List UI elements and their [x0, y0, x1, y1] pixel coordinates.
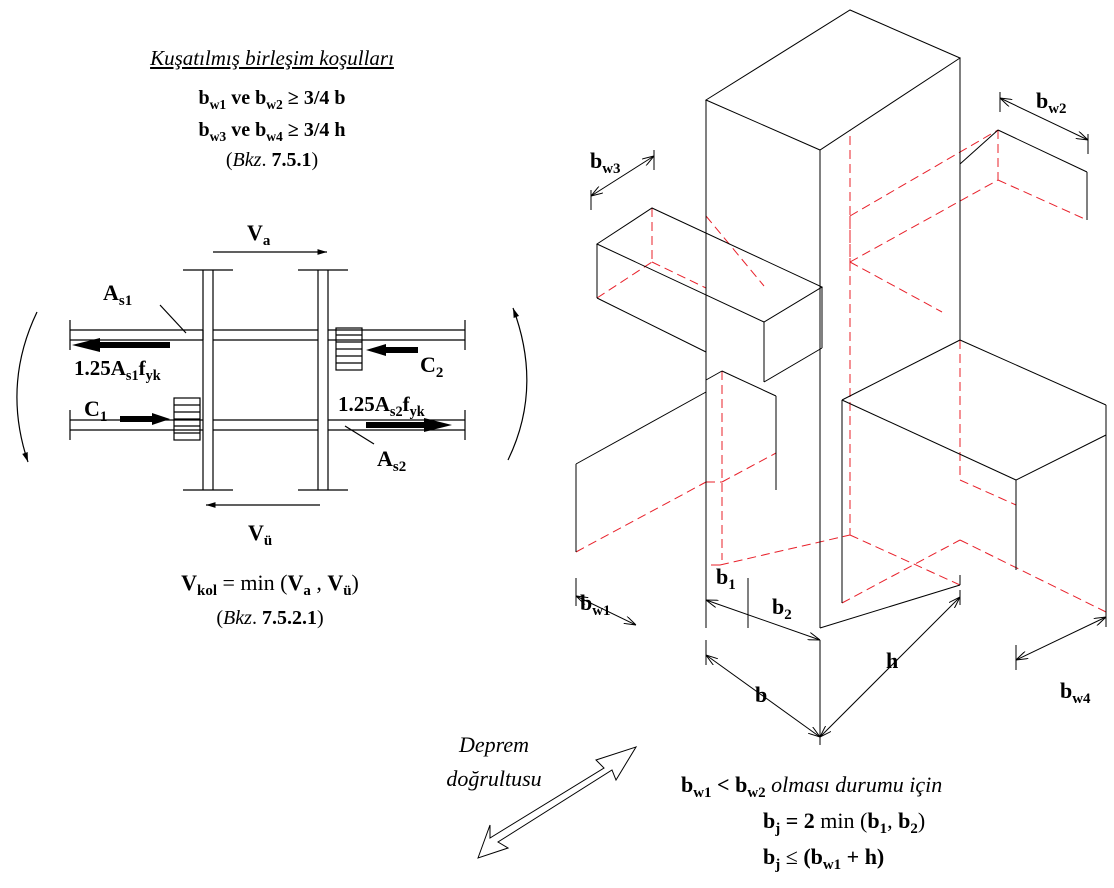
label-bw3: bw3 [590, 148, 621, 178]
deprem-line-2: doğrultusu [446, 766, 542, 791]
beam-bw4 [841, 339, 1107, 612]
label-bw1: bw1 [580, 590, 611, 620]
label-b2: b2 [772, 594, 792, 624]
compression-block-c2 [335, 327, 363, 371]
tension-arrow-left [72, 338, 170, 352]
tension-arrow-right [366, 418, 452, 432]
iso-drawing [477, 9, 1107, 859]
label-vu: Vü [248, 520, 273, 550]
c2-arrow [366, 344, 418, 356]
beam-bw1 [575, 370, 777, 552]
beam-bw2 [959, 129, 1088, 220]
visible-lines [575, 9, 1107, 745]
label-as2: As2 [377, 446, 407, 476]
column-left [183, 269, 233, 491]
label-b1: b1 [716, 564, 736, 594]
label-b: b [755, 682, 768, 707]
label-bw4: bw4 [1060, 678, 1091, 708]
label-force-2: 1.25As2fyk [338, 392, 425, 420]
c1-arrow [120, 413, 170, 425]
column [704, 9, 962, 629]
vkol-reference: (Bkz. 7.5.2.1) [216, 607, 324, 629]
compression-block-c1 [173, 397, 201, 441]
label-bw2: bw2 [1036, 88, 1067, 118]
formula-3: bj ≤ (bw1 + h) [763, 844, 885, 874]
as2-leader [344, 425, 375, 445]
formula-2: bj = 2 min (b1, b2) [763, 808, 926, 838]
conditions-reference: (Bkz. 7.5.1) [225, 149, 319, 171]
deprem-line-1: Deprem [458, 732, 530, 757]
earthquake-direction-arrow [477, 746, 638, 859]
label-c2: C2 [420, 352, 444, 382]
label-h: h [886, 648, 899, 673]
condition-1: bw1 ve bw2 ≥ 3/4 b [198, 87, 346, 112]
column-right [298, 269, 348, 491]
label-as1: As1 [103, 280, 133, 310]
vkol-formula: Vkol = min (Va , Vü) [181, 570, 359, 600]
dimensions [576, 92, 1106, 745]
as1-leader [159, 304, 187, 334]
condition-2: bw3 ve bw4 ≥ 3/4 h [198, 119, 346, 144]
label-va: Va [247, 220, 271, 250]
moment-arc-left [16, 311, 38, 463]
conditions-title: Kuşatılmış birleşim koşulları [150, 46, 394, 70]
moment-arc-right [507, 307, 528, 461]
label-force-1: 1.25As1fyk [74, 356, 161, 384]
formula-1: bw1 < bw2 olması durumu için [681, 772, 943, 802]
force-arrows [72, 338, 452, 432]
beam-bw3 [595, 207, 824, 383]
label-c1: C1 [84, 396, 108, 426]
